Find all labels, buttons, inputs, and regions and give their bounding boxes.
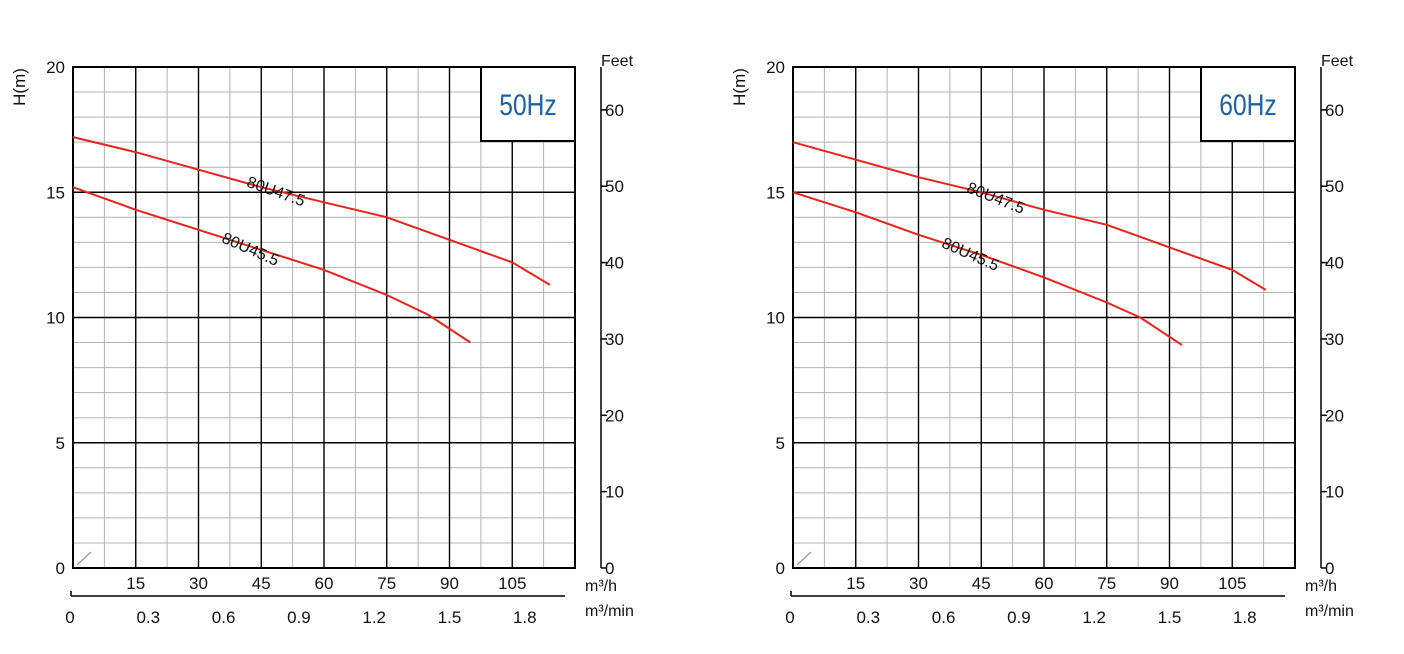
curve-80U45.5 — [792, 191, 1183, 346]
feet-tick-label: 30 — [1325, 330, 1344, 349]
frequency-label: 50Hz — [499, 88, 556, 122]
y-tick-label: 10 — [46, 309, 65, 328]
x-tick-label-m3h: 45 — [252, 574, 271, 593]
feet-tick-label: 0 — [1325, 559, 1334, 578]
x-tick-label-m3h: 60 — [315, 574, 334, 593]
feet-tick-label: 20 — [1325, 406, 1344, 425]
y-tick-label: 5 — [56, 434, 65, 453]
y-tick-label: 15 — [766, 183, 785, 202]
feet-axis-label: Feet — [601, 53, 634, 70]
x-tick-label-m3min: 1.5 — [438, 608, 462, 627]
x-axis-label-m3min: m³/min — [585, 603, 634, 620]
x-tick-label-m3h: 30 — [909, 574, 928, 593]
x-tick-label-m3h: 15 — [126, 574, 145, 593]
x-tick-label-m3min: 1.8 — [513, 608, 537, 627]
series-label: 80U45.5 — [219, 230, 281, 270]
x-tick-label-m3min: 0 — [65, 608, 74, 627]
feet-tick-label: 40 — [1325, 254, 1344, 273]
feet-tick-label: 50 — [1325, 177, 1344, 196]
x-axis-label-m3h: m³/h — [1305, 578, 1337, 595]
origin-mark — [796, 551, 812, 566]
x-tick-label-m3min: 0.3 — [136, 608, 160, 627]
x-tick-label-m3min: 0.6 — [932, 608, 956, 627]
x-tick-label-m3h: 105 — [1218, 574, 1246, 593]
x-tick-label-m3h: 105 — [498, 574, 526, 593]
x-tick-label-m3min: 1.8 — [1233, 608, 1257, 627]
frequency-box — [480, 66, 576, 142]
y-axis-label: H(m) — [10, 68, 29, 106]
feet-tick-label: 20 — [605, 406, 624, 425]
series-label: 80U47.5 — [964, 180, 1027, 218]
plot-frame — [792, 66, 1296, 569]
y-tick-label: 5 — [776, 434, 785, 453]
x-tick-label-m3h: 75 — [377, 574, 396, 593]
y-tick-label: 20 — [46, 58, 65, 77]
y-tick-label: 0 — [776, 559, 785, 578]
x-tick-label-m3min: 0.9 — [1007, 608, 1031, 627]
x-tick-label-m3min: 1.5 — [1158, 608, 1182, 627]
feet-tick-label: 10 — [605, 483, 624, 502]
feet-tick-label: 0 — [605, 559, 614, 578]
curve-80U45.5 — [72, 186, 471, 344]
x-tick-label-m3min: 1.2 — [362, 608, 386, 627]
chart-0: 50Hz 0 5 10 15 20 H(m) 0 10 20 30 40 50 60 Feet 15 30 45 6… — [10, 53, 634, 627]
feet-tick-label: 50 — [605, 177, 624, 196]
y-tick-label: 0 — [56, 559, 65, 578]
x-tick-label-m3h: 15 — [846, 574, 865, 593]
y-axis-label: H(m) — [730, 68, 749, 106]
chart-1: 60Hz 0 5 10 15 20 H(m) 0 10 20 30 40 50 60 Feet 15 30 45 6… — [730, 53, 1354, 627]
x-tick-label-m3h: 45 — [972, 574, 991, 593]
feet-tick-label: 40 — [605, 254, 624, 273]
x-tick-label-m3min: 0.9 — [287, 608, 311, 627]
x-tick-label-m3h: 30 — [189, 574, 208, 593]
series-label: 80U45.5 — [939, 235, 1001, 275]
y-tick-label: 20 — [766, 58, 785, 77]
y-tick-label: 10 — [766, 309, 785, 328]
feet-tick-label: 60 — [605, 101, 624, 120]
x-axis-label-m3min: m³/min — [1305, 603, 1354, 620]
x-tick-label-m3h: 75 — [1097, 574, 1116, 593]
feet-tick-label: 60 — [1325, 101, 1344, 120]
curve-80U47.5 — [792, 141, 1267, 291]
plot-frame — [72, 66, 576, 569]
x-axis-label-m3h: m³/h — [585, 578, 617, 595]
feet-tick-label: 30 — [605, 330, 624, 349]
series-label: 80U47.5 — [244, 174, 307, 210]
origin-mark — [76, 551, 92, 566]
frequency-label: 60Hz — [1219, 88, 1276, 122]
x-tick-label-m3min: 0.6 — [212, 608, 236, 627]
x-tick-label-m3h: 60 — [1035, 574, 1054, 593]
x-tick-label-m3h: 90 — [440, 574, 459, 593]
x-tick-label-m3min: 1.2 — [1082, 608, 1106, 627]
frequency-box — [1200, 66, 1296, 142]
feet-tick-label: 10 — [1325, 483, 1344, 502]
x-tick-label-m3min: 0 — [785, 608, 794, 627]
x-tick-label-m3min: 0.3 — [856, 608, 880, 627]
feet-axis-label: Feet — [1321, 53, 1354, 70]
curve-80U47.5 — [72, 136, 551, 286]
x-tick-label-m3h: 90 — [1160, 574, 1179, 593]
y-tick-label: 15 — [46, 183, 65, 202]
